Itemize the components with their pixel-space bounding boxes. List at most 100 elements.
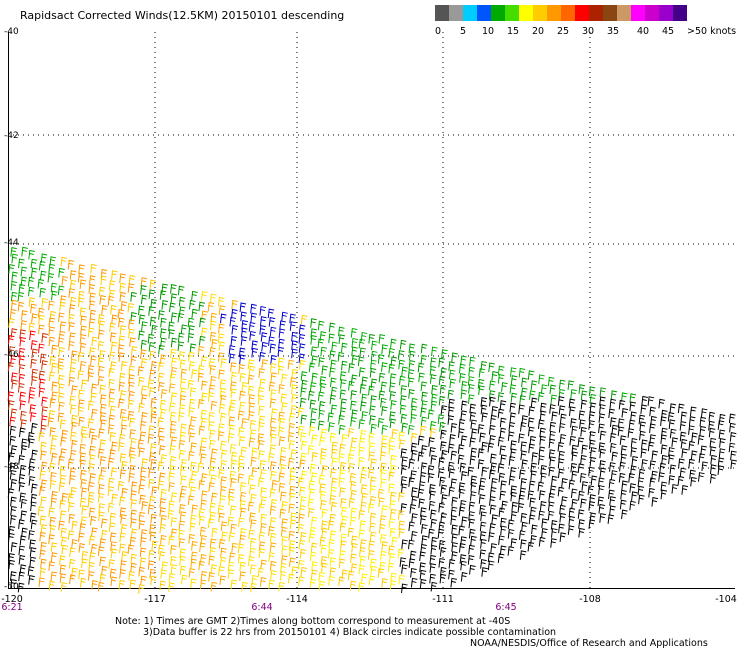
wind-barb bbox=[170, 312, 178, 322]
wind-barb bbox=[341, 506, 348, 517]
wind-barb bbox=[528, 480, 536, 491]
wind-barb bbox=[681, 485, 689, 495]
wind-barb bbox=[660, 444, 668, 455]
wind-barb bbox=[609, 496, 616, 506]
lon-label-108: -108 bbox=[579, 594, 601, 605]
wind-barb bbox=[237, 517, 245, 528]
wind-barb bbox=[140, 358, 148, 368]
wind-barb bbox=[69, 395, 76, 406]
wind-barb bbox=[319, 376, 327, 386]
wind-barb bbox=[358, 367, 366, 377]
wind-barb bbox=[150, 398, 158, 408]
lon-label-114: -114 bbox=[286, 594, 308, 605]
wind-barb bbox=[209, 347, 216, 357]
wind-barb bbox=[107, 457, 115, 468]
wind-barb bbox=[37, 307, 45, 318]
wind-barb bbox=[247, 474, 255, 485]
wind-barb bbox=[448, 559, 456, 569]
wind-barb bbox=[97, 357, 105, 367]
wind-barb bbox=[409, 503, 417, 514]
wind-barb bbox=[497, 374, 505, 384]
wind-barb bbox=[10, 246, 17, 257]
wind-barb bbox=[489, 435, 496, 445]
wind-barb bbox=[249, 564, 257, 574]
wind-barb bbox=[438, 521, 446, 532]
wind-barb bbox=[390, 454, 397, 465]
wind-barb bbox=[620, 445, 628, 455]
wind-barb bbox=[339, 443, 346, 454]
wind-barb bbox=[110, 548, 118, 559]
wind-barb bbox=[20, 276, 28, 287]
wind-barb bbox=[38, 577, 46, 587]
wind-barb bbox=[39, 470, 47, 480]
wind-barb bbox=[281, 545, 288, 555]
wind-barb bbox=[128, 328, 135, 339]
wind-barb bbox=[578, 527, 585, 538]
wind-barb bbox=[201, 380, 208, 391]
wind-barb bbox=[221, 531, 228, 542]
wind-barb bbox=[350, 507, 358, 518]
wind-barb bbox=[250, 519, 257, 529]
wind-barb bbox=[91, 408, 98, 419]
wind-barb bbox=[558, 405, 566, 415]
wind-barb bbox=[309, 526, 317, 537]
wind-barb bbox=[688, 425, 695, 435]
wind-barb bbox=[57, 358, 65, 368]
wind-barb bbox=[250, 493, 257, 504]
wind-barb bbox=[177, 332, 185, 343]
wind-barb bbox=[61, 275, 69, 286]
wind-barb bbox=[87, 327, 95, 338]
wind-barb bbox=[40, 496, 47, 506]
wind-barb bbox=[160, 328, 167, 338]
wind-barb bbox=[408, 343, 416, 354]
wind-barb bbox=[161, 561, 168, 571]
wind-barb bbox=[439, 422, 446, 432]
wind-barb bbox=[51, 452, 58, 463]
wind-barb bbox=[548, 438, 556, 449]
wind-barb bbox=[370, 458, 377, 469]
wind-barb bbox=[187, 333, 195, 343]
wind-barb bbox=[110, 576, 118, 587]
wind-barb bbox=[170, 283, 177, 294]
wind-barb bbox=[470, 535, 477, 546]
wind-barb bbox=[189, 343, 197, 354]
wind-barb bbox=[520, 450, 527, 461]
wind-barb bbox=[361, 573, 368, 583]
wind-barb bbox=[418, 372, 425, 383]
wind-barb bbox=[429, 446, 436, 457]
wind-barb bbox=[238, 364, 245, 374]
wind-barb bbox=[291, 340, 298, 350]
wind-barb bbox=[39, 486, 46, 496]
wind-barb bbox=[608, 408, 615, 419]
wind-barb bbox=[208, 555, 215, 566]
wind-barb bbox=[717, 465, 725, 475]
wind-barb bbox=[289, 313, 296, 324]
wind-barb bbox=[179, 394, 187, 405]
wind-barb bbox=[107, 295, 115, 306]
legend-label-5: 5 bbox=[460, 26, 467, 37]
wind-barb bbox=[128, 274, 136, 285]
wind-barb bbox=[50, 497, 58, 508]
wind-barb bbox=[541, 528, 548, 538]
wind-barb bbox=[588, 501, 596, 511]
wind-barb bbox=[390, 400, 397, 410]
wind-barb bbox=[231, 542, 238, 553]
wind-barb bbox=[119, 453, 127, 463]
wind-barb bbox=[487, 560, 495, 571]
wind-barb bbox=[669, 428, 677, 439]
wind-barb bbox=[200, 499, 207, 510]
wind-barb bbox=[50, 542, 58, 552]
wind-barb bbox=[170, 564, 178, 574]
wind-barb bbox=[620, 453, 628, 464]
wind-barb bbox=[111, 441, 118, 452]
wind-barb bbox=[490, 453, 497, 464]
wind-barb bbox=[97, 329, 105, 340]
wind-barb bbox=[479, 432, 486, 443]
wind-barb bbox=[69, 279, 77, 290]
wind-barb bbox=[138, 584, 145, 594]
wind-barb bbox=[401, 564, 408, 574]
wind-barb bbox=[358, 510, 366, 520]
legend-label-35: 35 bbox=[607, 26, 620, 37]
wind-barb bbox=[529, 390, 536, 400]
wind-barb bbox=[180, 423, 187, 434]
